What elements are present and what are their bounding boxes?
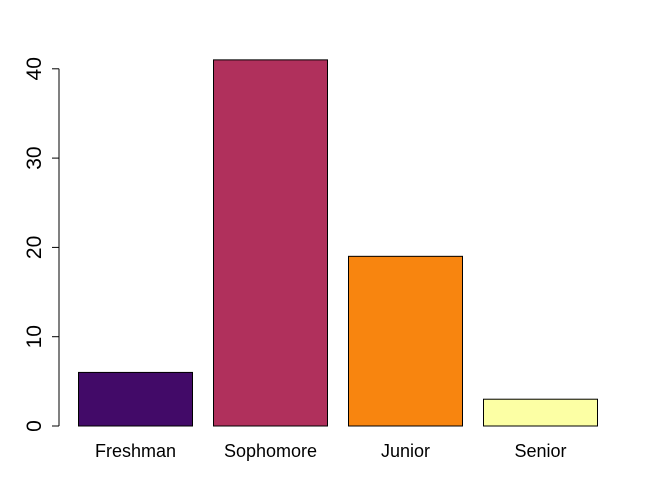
y-tick-label: 10	[23, 325, 46, 348]
y-axis: 0 10 20 30 40	[23, 57, 60, 432]
y-tick-label: 30	[23, 146, 46, 169]
x-category-label: Junior	[381, 441, 430, 461]
x-category-label: Senior	[514, 441, 566, 461]
y-tick-label: 0	[23, 420, 46, 432]
bar-junior	[348, 255, 463, 427]
y-tick-label: 40	[23, 57, 46, 80]
bar-freshman	[78, 371, 193, 427]
bar-sophomore	[213, 59, 328, 427]
bars-group	[78, 59, 598, 427]
y-tick-label: 20	[23, 236, 46, 259]
x-category-label: Freshman	[95, 441, 176, 461]
x-category-label: Sophomore	[224, 441, 317, 461]
bar-senior	[483, 398, 598, 427]
x-axis-labels: Freshman Sophomore Junior Senior	[95, 441, 567, 461]
